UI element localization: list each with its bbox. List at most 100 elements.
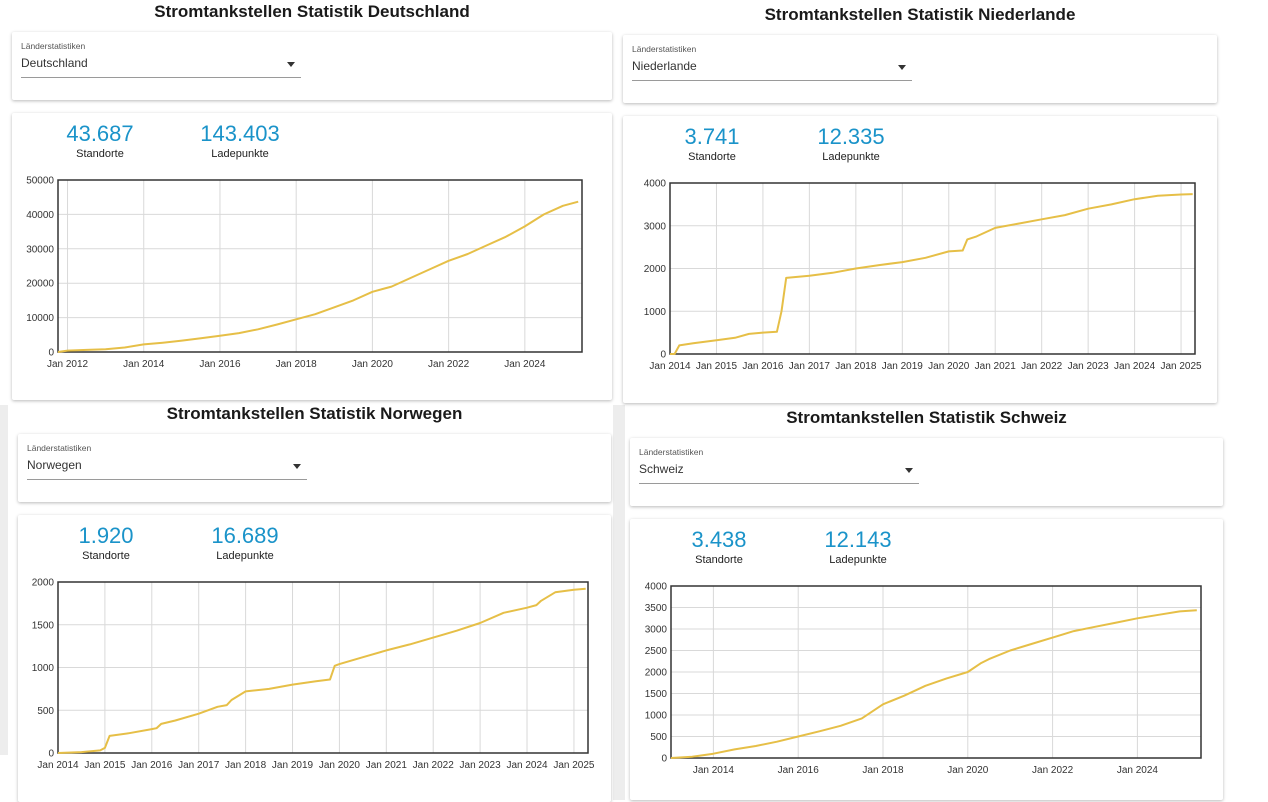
x-tick-label: Jan 2018 bbox=[862, 765, 904, 776]
y-tick-label: 3000 bbox=[644, 221, 667, 232]
stat-standorte: 3.438 Standorte bbox=[659, 527, 779, 567]
stat-standorte: 1.920 Standorte bbox=[46, 523, 166, 563]
x-tick-label: Jan 2023 bbox=[460, 760, 502, 771]
x-tick-label: Jan 2018 bbox=[225, 760, 267, 771]
plot-frame bbox=[57, 581, 589, 754]
x-tick-label: Jan 2016 bbox=[199, 359, 241, 370]
ladepunkte-value: 16.689 bbox=[211, 523, 279, 548]
ladepunkte-value: 12.143 bbox=[824, 527, 892, 552]
standorte-value: 3.741 bbox=[684, 124, 740, 149]
ladepunkte-value: 12.335 bbox=[817, 124, 885, 149]
plot-frame bbox=[669, 182, 1196, 355]
country-select[interactable]: Norwegen bbox=[27, 458, 82, 472]
x-tick-label: Jan 2018 bbox=[276, 359, 318, 370]
x-tick-label: Jan 2018 bbox=[835, 361, 877, 372]
y-tick-label: 2000 bbox=[32, 578, 55, 589]
dropdown-arrow-icon[interactable] bbox=[905, 468, 913, 473]
x-tick-label: Jan 2020 bbox=[352, 359, 394, 370]
chart-card: 3.741 Standorte 12.335 Ladepunkte 0 1000 2… bbox=[623, 116, 1217, 403]
x-tick-label: Jan 2021 bbox=[975, 361, 1017, 372]
series-line bbox=[57, 587, 586, 754]
y-tick-label: 0 bbox=[48, 749, 54, 760]
stat-ladepunkte: 143.403 Ladepunkte bbox=[180, 121, 300, 161]
ladepunkte-label: Ladepunkte bbox=[822, 151, 880, 163]
x-tick-label: Jan 2014 bbox=[123, 359, 165, 370]
y-tick-label: 50000 bbox=[26, 176, 54, 187]
x-tick-label: Jan 2020 bbox=[319, 760, 361, 771]
country-select[interactable]: Deutschland bbox=[21, 56, 88, 70]
x-tick-label: Jan 2025 bbox=[553, 760, 595, 771]
x-tick-label: Jan 2016 bbox=[742, 361, 784, 372]
line-chart: 0 1000 2000 3000 4000 Jan 2014 Jan 2015 Jan 201… bbox=[644, 179, 1202, 373]
panel-niederlande: Stromtankstellen Statistik Niederlande L… bbox=[623, 3, 1217, 403]
y-tick-label: 10000 bbox=[26, 313, 54, 324]
x-tick-label: Jan 2012 bbox=[47, 359, 89, 370]
y-tick-label: 0 bbox=[661, 754, 667, 765]
x-tick-label: Jan 2024 bbox=[504, 359, 546, 370]
y-tick-label: 0 bbox=[48, 348, 54, 359]
side-bar-left bbox=[0, 405, 8, 755]
line-chart: 0 500 1000 1500 2000 2500 3000 3500 4000 Jan 2014… bbox=[645, 582, 1202, 776]
x-tick-label: Jan 2024 bbox=[1114, 361, 1156, 372]
y-tick-label: 2000 bbox=[644, 264, 667, 275]
panel-title: Stromtankstellen Statistik Norwegen bbox=[166, 404, 463, 423]
series-line bbox=[670, 609, 1197, 759]
y-tick-label: 2500 bbox=[645, 646, 668, 657]
panel-title: Stromtankstellen Statistik Schweiz bbox=[786, 408, 1067, 427]
x-tick-label: Jan 2016 bbox=[778, 765, 820, 776]
x-tick-label: Jan 2024 bbox=[506, 760, 548, 771]
panel-title: Stromtankstellen Statistik Deutschland bbox=[154, 2, 470, 21]
y-tick-label: 30000 bbox=[26, 244, 54, 255]
country-select[interactable]: Niederlande bbox=[632, 59, 697, 73]
panel-norwegen: Stromtankstellen Statistik Norwegen Länd… bbox=[18, 402, 611, 802]
chart-card: 43.687 Standorte 143.403 Ladepunkte 0 100… bbox=[12, 113, 612, 400]
country-select-card: Länderstatistiken Schweiz bbox=[630, 438, 1223, 506]
y-tick-label: 1000 bbox=[645, 711, 668, 722]
country-select-card: Länderstatistiken Deutschland bbox=[12, 32, 612, 100]
country-select[interactable]: Schweiz bbox=[639, 462, 684, 476]
x-tick-label: Jan 2019 bbox=[272, 760, 314, 771]
standorte-label: Standorte bbox=[82, 550, 130, 562]
x-tick-label: Jan 2025 bbox=[1160, 361, 1202, 372]
x-tick-label: Jan 2022 bbox=[1032, 765, 1074, 776]
panel-deutschland: Stromtankstellen Statistik Deutschland L… bbox=[12, 0, 612, 400]
plot-frame bbox=[57, 179, 583, 353]
line-chart: 0 10000 20000 30000 40000 50000 Jan 2012 Jan 20… bbox=[26, 176, 583, 370]
y-tick-label: 1000 bbox=[644, 307, 667, 318]
x-tick-label: Jan 2017 bbox=[178, 760, 220, 771]
y-tick-label: 20000 bbox=[26, 279, 54, 290]
ladepunkte-value: 143.403 bbox=[200, 121, 280, 146]
select-label: Länderstatistiken bbox=[21, 41, 86, 51]
dropdown-arrow-icon[interactable] bbox=[287, 62, 295, 67]
x-tick-label: Jan 2022 bbox=[428, 359, 470, 370]
select-label: Länderstatistiken bbox=[639, 447, 704, 457]
x-tick-label: Jan 2014 bbox=[649, 361, 691, 372]
x-tick-label: Jan 2024 bbox=[1117, 765, 1159, 776]
dropdown-arrow-icon[interactable] bbox=[293, 464, 301, 469]
x-tick-label: Jan 2015 bbox=[696, 361, 738, 372]
x-tick-label: Jan 2022 bbox=[1021, 361, 1063, 372]
x-tick-label: Jan 2014 bbox=[37, 760, 79, 771]
select-label: Länderstatistiken bbox=[632, 44, 697, 54]
standorte-label: Standorte bbox=[695, 554, 743, 566]
stat-standorte: 3.741 Standorte bbox=[652, 124, 772, 164]
series-line bbox=[57, 200, 579, 353]
dropdown-arrow-icon[interactable] bbox=[898, 65, 906, 70]
stat-ladepunkte: 12.335 Ladepunkte bbox=[791, 124, 911, 164]
y-tick-label: 0 bbox=[660, 350, 666, 361]
y-tick-label: 500 bbox=[650, 732, 667, 743]
x-tick-label: Jan 2023 bbox=[1068, 361, 1110, 372]
y-tick-label: 1500 bbox=[645, 689, 668, 700]
y-tick-label: 1500 bbox=[32, 620, 55, 631]
x-tick-label: Jan 2015 bbox=[84, 760, 126, 771]
x-tick-label: Jan 2021 bbox=[366, 760, 408, 771]
series-line bbox=[670, 193, 1193, 355]
x-tick-label: Jan 2020 bbox=[928, 361, 970, 372]
standorte-label: Standorte bbox=[76, 148, 124, 160]
ladepunkte-label: Ladepunkte bbox=[829, 554, 887, 566]
line-chart: 0 500 1000 1500 2000 Jan 2014 Jan 2015 Jan 2016… bbox=[32, 578, 595, 772]
x-tick-label: Jan 2016 bbox=[131, 760, 173, 771]
country-select-card: Länderstatistiken Norwegen bbox=[18, 434, 611, 502]
x-tick-label: Jan 2022 bbox=[413, 760, 455, 771]
select-underline bbox=[27, 479, 307, 480]
